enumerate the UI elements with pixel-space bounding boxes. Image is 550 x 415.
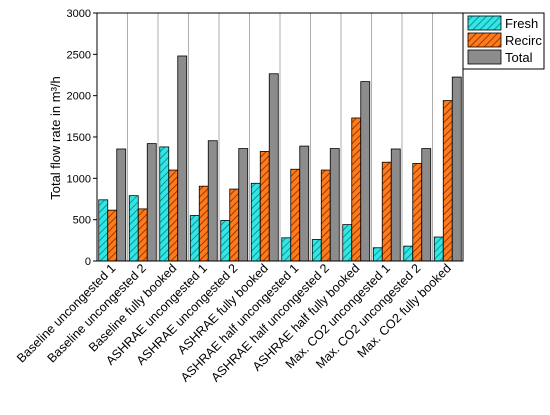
bar-total xyxy=(360,81,371,262)
bar-fresh xyxy=(342,224,353,262)
bar-total xyxy=(329,148,340,262)
bar-total xyxy=(177,55,188,262)
y-tick-label: 0 xyxy=(85,256,91,268)
bar-fresh xyxy=(189,215,200,262)
bar-fresh xyxy=(159,146,170,262)
bar-recirc xyxy=(442,100,453,262)
bar-fresh xyxy=(311,239,322,262)
y-tick-label: 2500 xyxy=(67,49,91,61)
legend-swatch-total xyxy=(467,49,502,65)
legend-swatch-recirc xyxy=(467,32,502,48)
bar-total xyxy=(207,140,218,262)
y-axis-title: Total flow rate in m³/h xyxy=(48,76,63,200)
y-axis: 0 500 1000 1500 2000 2500 3000 xyxy=(67,8,97,268)
bar-fresh xyxy=(372,247,383,262)
bar-recirc xyxy=(137,208,148,262)
bar-fresh xyxy=(250,182,261,262)
bar-fresh xyxy=(403,245,414,262)
bar-recirc xyxy=(412,163,423,262)
bar-total xyxy=(299,145,310,262)
bar-recirc xyxy=(320,169,331,262)
bar-recirc xyxy=(198,185,209,262)
bar-recirc xyxy=(381,161,392,262)
bar-total xyxy=(390,148,401,262)
bar-total xyxy=(238,148,249,262)
legend-label-fresh: Fresh xyxy=(505,16,538,31)
bar-recirc xyxy=(290,168,301,262)
legend: Fresh Recirc Total xyxy=(462,12,545,70)
bar-recirc xyxy=(351,117,362,262)
bar-fresh xyxy=(220,220,231,262)
y-tick-label: 500 xyxy=(73,215,91,227)
bar-recirc xyxy=(259,151,270,262)
bar-total xyxy=(421,148,432,262)
y-tick-label: 3000 xyxy=(67,8,91,20)
bar-total xyxy=(116,148,127,262)
bar-recirc xyxy=(229,188,240,262)
bar-total xyxy=(146,143,157,262)
y-tick-label: 1000 xyxy=(67,173,91,185)
bar-fresh xyxy=(281,237,292,262)
grid-lines xyxy=(127,13,433,261)
bar-recirc xyxy=(168,169,179,262)
legend-label-total: Total xyxy=(505,50,533,65)
legend-label-recirc: Recirc xyxy=(505,33,542,48)
bar-total xyxy=(451,76,462,262)
bar-fresh xyxy=(98,199,109,262)
legend-swatch-fresh xyxy=(467,15,502,31)
bar-total xyxy=(268,73,279,262)
y-tick-label: 1500 xyxy=(67,132,91,144)
bars xyxy=(98,55,462,262)
bar-recirc xyxy=(107,209,118,262)
y-tick-label: 2000 xyxy=(67,91,91,103)
bar-fresh xyxy=(128,195,139,262)
bar-fresh xyxy=(433,236,444,262)
